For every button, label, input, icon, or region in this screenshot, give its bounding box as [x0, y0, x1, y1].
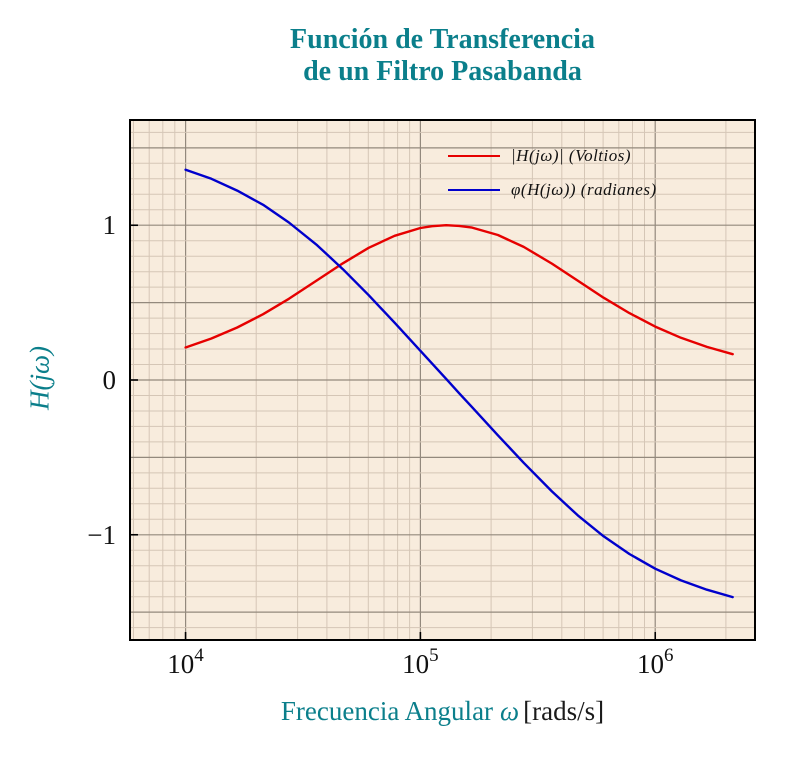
chart-title: Función de Transferencia de un Filtro Pa…	[130, 24, 755, 89]
legend-item-magnitude: |H(jω)| (Voltios)	[448, 144, 657, 168]
phase-legend-label: φ(H(jω)) (radianes)	[511, 180, 657, 199]
magnitude-legend-label: |H(jω)| (Voltios)	[511, 146, 632, 165]
x-tick-label: 105	[402, 645, 439, 679]
magnitude-line-sample	[448, 155, 500, 157]
phase-line-sample	[448, 189, 500, 191]
x-tick-label: 106	[637, 645, 674, 679]
chart-title-line2: de un Filtro Pasabanda	[303, 56, 582, 88]
legend: |H(jω)| (Voltios) φ(H(jω)) (radianes)	[448, 144, 657, 212]
x-tick-label: 104	[167, 645, 204, 679]
magnitude-curve	[184, 223, 734, 356]
y-tick-label: 1	[103, 210, 117, 240]
chart-title-line1: Función de Transferencia	[290, 24, 595, 55]
y-tick-label: −1	[87, 520, 116, 550]
x-axis-label: Frecuencia Angular ω [rads/s]	[130, 696, 755, 727]
phase-curve	[184, 168, 734, 599]
x-axis-unit: [rads/s]	[523, 696, 605, 726]
omega-symbol: ω	[500, 696, 520, 726]
x-axis-label-text: Frecuencia Angular	[280, 696, 494, 726]
y-axis-label: H(jω)	[24, 345, 55, 411]
legend-item-phase: φ(H(jω)) (radianes)	[448, 178, 657, 202]
y-tick-label: 0	[103, 365, 117, 395]
